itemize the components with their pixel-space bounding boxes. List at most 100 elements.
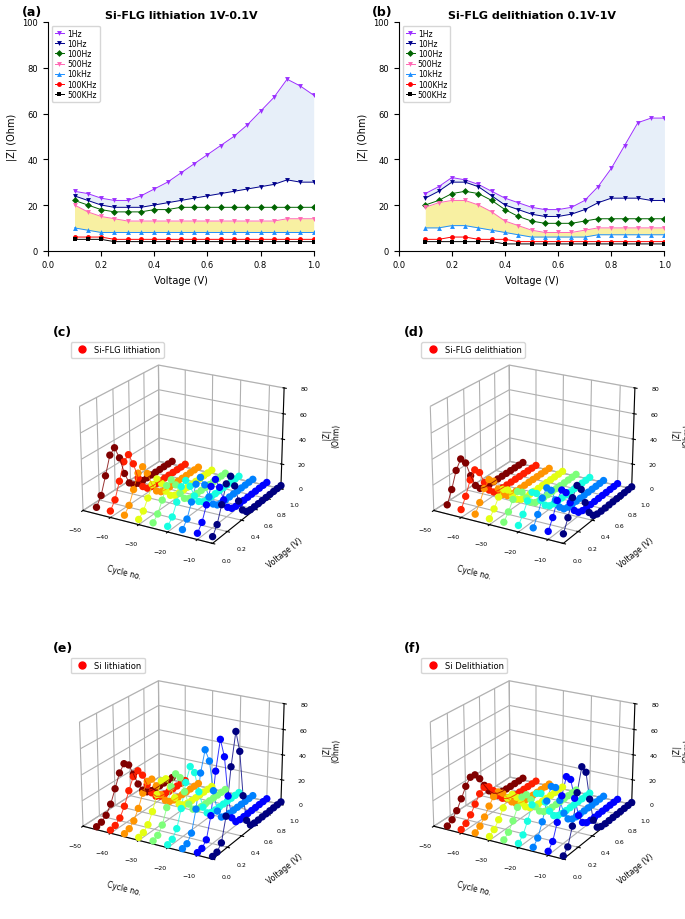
500KHz	[203, 237, 212, 248]
1Hz	[190, 159, 198, 170]
100Hz	[164, 205, 172, 216]
10Hz	[164, 198, 172, 209]
10kHz	[190, 228, 198, 239]
10kHz	[270, 228, 278, 239]
100KHz	[607, 237, 615, 248]
10kHz	[283, 228, 291, 239]
10kHz	[177, 228, 185, 239]
100Hz	[567, 219, 575, 230]
500KHz	[647, 239, 656, 250]
10kHz	[461, 221, 469, 232]
500Hz	[177, 216, 185, 227]
10Hz	[527, 210, 536, 221]
Y-axis label: Voltage (V): Voltage (V)	[616, 536, 655, 569]
1Hz	[71, 187, 79, 198]
10Hz	[448, 177, 456, 188]
500KHz	[567, 239, 575, 250]
10kHz	[137, 228, 145, 239]
1Hz	[421, 189, 429, 200]
10Hz	[310, 177, 318, 188]
100KHz	[554, 237, 562, 248]
1Hz	[581, 196, 589, 207]
500Hz	[203, 216, 212, 227]
100KHz	[137, 234, 145, 245]
500Hz	[256, 216, 264, 227]
10Hz	[230, 187, 238, 198]
10kHz	[230, 228, 238, 239]
100Hz	[256, 202, 264, 213]
10kHz	[474, 223, 482, 234]
500KHz	[230, 237, 238, 248]
100KHz	[150, 234, 158, 245]
1Hz	[283, 74, 291, 85]
100KHz	[71, 233, 79, 244]
1Hz	[621, 141, 629, 152]
10kHz	[84, 225, 92, 236]
100Hz	[203, 202, 212, 213]
10Hz	[97, 200, 105, 211]
500KHz	[190, 237, 198, 248]
100KHz	[283, 234, 291, 245]
1Hz	[164, 177, 172, 188]
500KHz	[310, 237, 318, 248]
500Hz	[621, 223, 629, 234]
500KHz	[256, 237, 264, 248]
10kHz	[243, 228, 251, 239]
10kHz	[581, 233, 589, 244]
10kHz	[123, 228, 132, 239]
Title: Si-FLG lithiation 1V-0.1V: Si-FLG lithiation 1V-0.1V	[105, 11, 257, 21]
500KHz	[177, 237, 185, 248]
10kHz	[554, 233, 562, 244]
10Hz	[84, 196, 92, 207]
Line: 500Hz: 500Hz	[72, 203, 316, 224]
X-axis label: Voltage (V): Voltage (V)	[154, 276, 208, 286]
500KHz	[137, 237, 145, 248]
1Hz	[488, 187, 496, 198]
100KHz	[514, 237, 523, 248]
1Hz	[660, 113, 669, 124]
10kHz	[71, 223, 79, 234]
Line: 500Hz: 500Hz	[423, 199, 667, 235]
Line: 1Hz: 1Hz	[72, 78, 316, 204]
Line: 100KHz: 100KHz	[423, 235, 667, 244]
100Hz	[607, 214, 615, 225]
500Hz	[567, 228, 575, 239]
100KHz	[230, 234, 238, 245]
10kHz	[150, 228, 158, 239]
500Hz	[501, 216, 509, 227]
100Hz	[230, 202, 238, 213]
10kHz	[164, 228, 172, 239]
500KHz	[71, 234, 79, 245]
500Hz	[540, 228, 549, 239]
100Hz	[243, 202, 251, 213]
100Hz	[150, 205, 158, 216]
10kHz	[594, 230, 602, 241]
10kHz	[501, 228, 509, 239]
100KHz	[177, 234, 185, 245]
500Hz	[594, 223, 602, 234]
1Hz	[150, 185, 158, 196]
500KHz	[594, 239, 602, 250]
100Hz	[474, 189, 482, 200]
100Hz	[594, 214, 602, 225]
Line: 10Hz: 10Hz	[72, 178, 316, 210]
1Hz	[310, 91, 318, 102]
1Hz	[527, 202, 536, 213]
10Hz	[647, 196, 656, 207]
500Hz	[660, 223, 669, 234]
500Hz	[434, 198, 443, 209]
1Hz	[110, 196, 119, 207]
100Hz	[448, 189, 456, 200]
100KHz	[216, 234, 225, 245]
100KHz	[310, 234, 318, 245]
500Hz	[190, 216, 198, 227]
500Hz	[270, 216, 278, 227]
10Hz	[203, 191, 212, 202]
1Hz	[540, 205, 549, 216]
1Hz	[256, 107, 264, 118]
100KHz	[448, 233, 456, 244]
500Hz	[461, 196, 469, 207]
500KHz	[270, 237, 278, 248]
500Hz	[634, 223, 642, 234]
500KHz	[527, 239, 536, 250]
